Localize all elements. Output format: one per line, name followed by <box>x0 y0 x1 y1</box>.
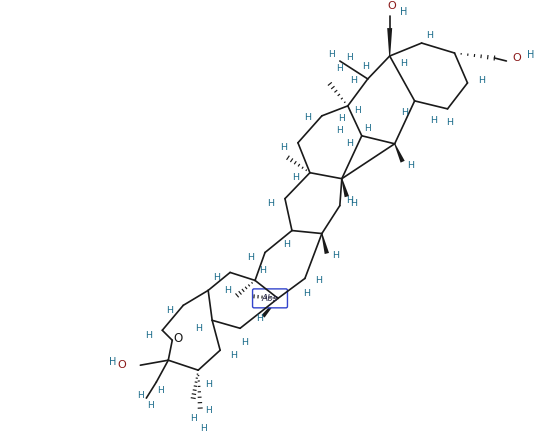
Text: H: H <box>354 106 361 115</box>
Text: H: H <box>316 276 322 285</box>
Text: H: H <box>407 161 414 170</box>
Text: O: O <box>117 360 126 370</box>
Text: H: H <box>304 289 311 298</box>
Text: H: H <box>400 7 407 17</box>
Text: H: H <box>401 108 408 118</box>
Text: H: H <box>351 76 357 86</box>
Text: H: H <box>205 406 211 415</box>
Text: H: H <box>400 59 407 69</box>
Polygon shape <box>322 233 329 254</box>
Text: H: H <box>259 266 266 275</box>
Text: H: H <box>190 413 197 423</box>
Text: H: H <box>478 76 485 86</box>
Text: H: H <box>430 116 437 125</box>
Text: H: H <box>205 380 212 388</box>
Text: Abs: Abs <box>262 294 278 303</box>
Text: H: H <box>346 52 353 62</box>
Text: H: H <box>364 124 371 133</box>
Text: H: H <box>283 240 290 249</box>
Text: H: H <box>339 114 345 123</box>
Text: H: H <box>426 31 433 40</box>
Text: H: H <box>109 357 116 367</box>
Text: H: H <box>336 126 343 135</box>
Text: H: H <box>346 139 353 148</box>
Polygon shape <box>341 179 349 197</box>
Polygon shape <box>394 144 405 163</box>
Text: O: O <box>174 332 183 345</box>
Text: H: H <box>241 338 248 347</box>
Text: H: H <box>305 113 311 122</box>
Text: H: H <box>212 273 219 282</box>
Text: H: H <box>157 385 164 395</box>
Text: H: H <box>336 65 343 73</box>
Polygon shape <box>262 298 278 318</box>
Polygon shape <box>387 28 392 56</box>
Text: H: H <box>166 306 173 315</box>
Text: H: H <box>351 199 357 208</box>
Text: H: H <box>333 251 339 260</box>
Text: O: O <box>512 53 521 63</box>
FancyBboxPatch shape <box>253 289 287 308</box>
Text: H: H <box>362 62 369 72</box>
Text: H: H <box>195 324 201 333</box>
Text: H: H <box>147 401 153 409</box>
Text: H: H <box>329 49 335 59</box>
Text: H: H <box>257 314 264 323</box>
Text: H: H <box>200 423 206 433</box>
Text: H: H <box>145 331 152 340</box>
Text: H: H <box>268 199 275 208</box>
Text: H: H <box>293 173 299 182</box>
Text: O: O <box>387 1 396 11</box>
Text: H: H <box>527 50 534 60</box>
Text: H: H <box>446 118 453 127</box>
Text: H: H <box>230 351 238 360</box>
Text: H: H <box>281 143 288 152</box>
Text: H: H <box>346 196 353 205</box>
Text: H: H <box>137 391 144 399</box>
Text: H: H <box>224 286 232 295</box>
Text: H: H <box>247 253 254 262</box>
